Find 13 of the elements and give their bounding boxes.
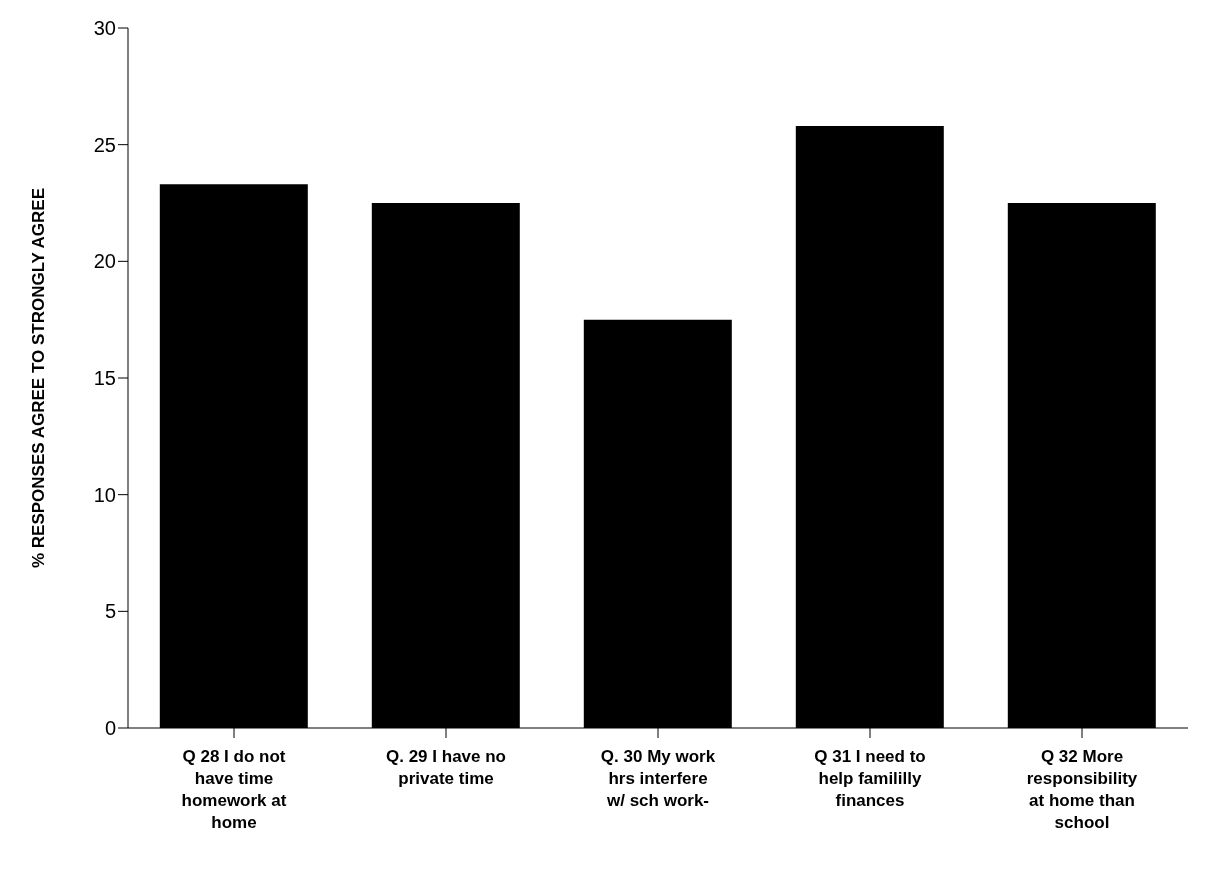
x-tick-label: Q 28 I do not have time homework at home bbox=[181, 747, 287, 832]
x-tick-label: Q. 30 My work hrs interfere w/ sch work- bbox=[600, 747, 716, 810]
y-tick-label: 0 bbox=[104, 717, 116, 740]
y-axis-title: % RESPONSES AGREE TO STRONGLY AGREE bbox=[29, 187, 49, 569]
x-tick-label: Q 32 More responsibility at home than school bbox=[1026, 747, 1138, 832]
y-tick-label: 30 bbox=[93, 17, 116, 40]
y-tick-label: 25 bbox=[93, 133, 116, 156]
y-tick-label: 10 bbox=[93, 483, 116, 506]
x-tick-label: Q 31 I need to help famililly finances bbox=[814, 747, 926, 810]
x-tick-label: Q. 29 I have no private time bbox=[386, 747, 506, 788]
y-tick-label: 5 bbox=[104, 600, 116, 623]
y-tick-label: 20 bbox=[93, 250, 116, 273]
y-tick-label: 15 bbox=[93, 367, 116, 390]
